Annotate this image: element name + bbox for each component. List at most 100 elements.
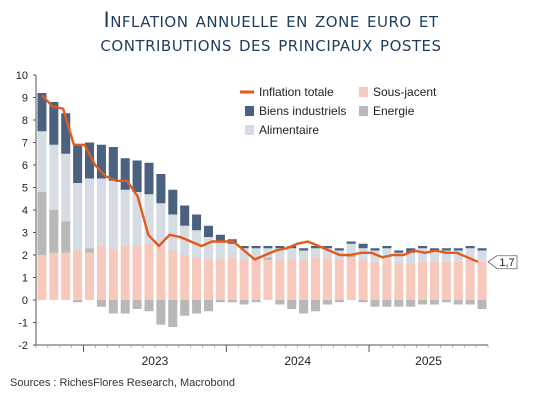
bar-sous-jacent (96, 246, 106, 300)
bar-alimentaire (239, 248, 249, 260)
bar-sous-jacent (370, 261, 380, 300)
bar-energie (287, 300, 297, 309)
bar-energie (334, 300, 344, 303)
bar-biens-industriels (263, 246, 273, 249)
chart-title-line-1: Inflation annuelle en zone euro et (103, 8, 439, 32)
bar-energie (108, 300, 118, 314)
y-tick-label: 10 (16, 70, 28, 82)
bar-sous-jacent (49, 252, 59, 300)
bar-biens-industriels (73, 144, 83, 183)
bar-alimentaire (453, 250, 463, 262)
end-value-callout (487, 255, 518, 270)
bar-energie (382, 300, 392, 307)
bar-alimentaire (299, 250, 309, 260)
bar-biens-industriels (465, 246, 475, 249)
bar-biens-industriels (144, 162, 154, 195)
bar-alimentaire (37, 131, 47, 192)
bar-biens-industriels (192, 214, 202, 231)
bar-biens-industriels (429, 248, 439, 251)
bar-sous-jacent (299, 259, 309, 300)
legend-swatch-energie (359, 106, 368, 116)
bar-biens-industriels (85, 142, 95, 179)
bar-alimentaire (85, 178, 95, 249)
bar-alimentaire (73, 183, 83, 251)
bar-sous-jacent (215, 259, 225, 300)
bar-sous-jacent (334, 259, 344, 300)
bar-biens-industriels (203, 225, 213, 237)
bar-biens-industriels (358, 243, 368, 249)
bar-energie (418, 300, 428, 305)
bar-energie (239, 300, 249, 305)
bar-energie (406, 300, 416, 307)
bar-biens-industriels (180, 205, 190, 226)
bar-biens-industriels (215, 234, 225, 242)
bar-energie (275, 300, 285, 305)
bar-biens-industriels (168, 189, 178, 215)
bar-alimentaire (61, 153, 71, 222)
bar-biens-industriels (477, 248, 487, 251)
bar-alimentaire (180, 225, 190, 255)
y-tick-label: 8 (22, 115, 28, 127)
bar-sous-jacent (453, 261, 463, 300)
bar-energie (263, 257, 273, 260)
bar-biens-industriels (453, 248, 463, 251)
bar-sous-jacent (382, 259, 392, 300)
bar-sous-jacent (287, 259, 297, 300)
y-tick-label: 5 (22, 183, 28, 195)
bar-sous-jacent (120, 246, 130, 300)
bar-alimentaire (156, 203, 166, 246)
legend-label-alimentaire: Alimentaire (259, 123, 319, 137)
bar-alimentaire (441, 250, 451, 262)
bar-sous-jacent (465, 259, 475, 300)
bar-alimentaire (215, 241, 225, 260)
bar-biens-industriels (334, 248, 344, 251)
legend-swatch-sous-jacent (359, 87, 368, 97)
bar-alimentaire (429, 250, 439, 262)
bar-biens-industriels (370, 248, 380, 251)
bar-sous-jacent (418, 261, 428, 300)
bar-biens-industriels (120, 158, 130, 190)
bar-biens-industriels (299, 248, 309, 251)
bar-alimentaire (120, 189, 130, 246)
bar-biens-industriels (311, 246, 321, 249)
bar-energie (215, 300, 225, 303)
bar-alimentaire (406, 252, 416, 264)
bar-alimentaire (346, 243, 356, 255)
bar-biens-industriels (49, 102, 59, 145)
bar-energie (144, 300, 154, 312)
bar-energie (453, 300, 463, 305)
bar-sous-jacent (239, 259, 249, 300)
bar-energie (61, 221, 71, 253)
bar-biens-industriels (251, 246, 261, 249)
bar-biens-industriels (37, 93, 47, 132)
y-tick-label: 1 (22, 273, 28, 285)
bar-sous-jacent (346, 257, 356, 300)
y-tick-label: 9 (22, 93, 28, 105)
bar-energie (227, 300, 237, 303)
bar-biens-industriels (441, 248, 451, 251)
y-tick-label: 3 (22, 228, 28, 240)
bar-alimentaire (477, 250, 487, 262)
bar-sous-jacent (429, 261, 439, 300)
bar-sous-jacent (37, 255, 47, 300)
bar-energie (251, 300, 261, 303)
bar-sous-jacent (275, 259, 285, 300)
bar-sous-jacent (441, 261, 451, 300)
legend-label-biens-industriels: Biens industriels (259, 104, 346, 118)
y-tick-label: 0 (22, 295, 28, 307)
bar-energie (203, 300, 213, 312)
bar-energie (85, 248, 95, 253)
bar-sous-jacent (73, 250, 83, 300)
bar-alimentaire (370, 250, 380, 262)
bar-sous-jacent (144, 243, 154, 300)
bar-alimentaire (227, 243, 237, 258)
bar-alimentaire (132, 192, 142, 246)
bar-alimentaire (311, 248, 321, 258)
bar-sous-jacent (192, 257, 202, 300)
bar-sous-jacent (85, 252, 95, 300)
bar-sous-jacent (263, 259, 273, 300)
bar-sous-jacent (180, 255, 190, 300)
bar-alimentaire (287, 248, 297, 260)
bar-energie (132, 300, 142, 309)
bar-biens-industriels (394, 250, 404, 253)
